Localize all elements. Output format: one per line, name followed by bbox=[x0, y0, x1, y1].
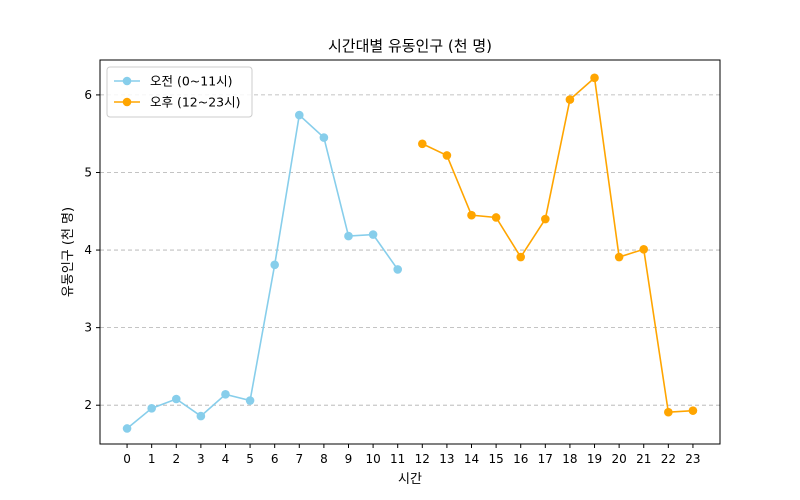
legend-swatch-marker bbox=[122, 97, 132, 107]
x-tick-label: 0 bbox=[123, 452, 131, 466]
chart-title: 시간대별 유동인구 (천 명) bbox=[328, 37, 492, 55]
x-tick-label: 4 bbox=[222, 452, 230, 466]
x-tick-label: 17 bbox=[538, 452, 553, 466]
data-point bbox=[491, 213, 501, 222]
x-axis-label: 시간 bbox=[398, 472, 422, 487]
data-point bbox=[639, 244, 649, 254]
legend-label: 오후 (12~23시) bbox=[150, 95, 241, 110]
x-tick-label: 23 bbox=[685, 452, 700, 466]
x-tick-label: 19 bbox=[587, 452, 602, 466]
data-point bbox=[147, 404, 156, 413]
data-point bbox=[418, 139, 427, 149]
x-tick-label: 22 bbox=[661, 452, 676, 466]
data-point bbox=[664, 407, 673, 417]
x-tick-label: 13 bbox=[439, 452, 454, 466]
data-point bbox=[688, 406, 698, 415]
data-point bbox=[368, 230, 378, 239]
x-tick-label: 15 bbox=[488, 452, 503, 466]
y-tick-label: 6 bbox=[84, 88, 92, 102]
legend-label: 오전 (0~11시) bbox=[150, 74, 233, 89]
data-point bbox=[319, 133, 329, 142]
data-point bbox=[270, 260, 279, 270]
x-tick-label: 7 bbox=[295, 452, 303, 466]
data-point bbox=[221, 390, 230, 399]
data-point bbox=[467, 210, 476, 220]
x-tick-label: 11 bbox=[390, 452, 405, 466]
x-tick-label: 14 bbox=[464, 452, 479, 466]
x-tick-label: 5 bbox=[246, 452, 254, 466]
y-tick-label: 5 bbox=[84, 165, 92, 179]
y-axis-label: 유동인구 (천 명) bbox=[61, 207, 76, 297]
data-point bbox=[442, 151, 452, 160]
x-tick-label: 2 bbox=[172, 452, 180, 466]
x-tick-label: 3 bbox=[197, 452, 205, 466]
legend-box bbox=[106, 66, 253, 118]
x-tick-label: 6 bbox=[271, 452, 279, 466]
series-2 bbox=[418, 73, 698, 417]
x-tick-label: 18 bbox=[562, 452, 577, 466]
y-tick-label: 3 bbox=[84, 321, 92, 335]
x-tick-label: 9 bbox=[345, 452, 353, 466]
x-tick-label: 21 bbox=[636, 452, 651, 466]
legend: 오전 (0~11시) 오후 (12~23시) bbox=[106, 66, 253, 118]
data-point bbox=[565, 95, 575, 104]
data-point bbox=[245, 396, 255, 405]
series-1 bbox=[122, 110, 402, 433]
x-tick-label: 16 bbox=[513, 452, 528, 466]
data-point bbox=[344, 231, 353, 241]
x-tick-label: 1 bbox=[148, 452, 156, 466]
data-point bbox=[516, 252, 526, 262]
x-tick-label: 8 bbox=[320, 452, 328, 466]
data-point bbox=[590, 73, 599, 83]
series-line bbox=[126, 113, 399, 430]
data-point bbox=[196, 411, 206, 421]
x-tick-label: 12 bbox=[415, 452, 430, 466]
x-tick-label: 10 bbox=[365, 452, 380, 466]
data-point bbox=[294, 110, 304, 120]
y-tick-label: 4 bbox=[84, 243, 92, 257]
data-point bbox=[393, 265, 402, 274]
data-point bbox=[171, 394, 181, 404]
y-tick-label: 2 bbox=[84, 398, 92, 412]
series-line bbox=[421, 76, 693, 414]
data-point bbox=[122, 424, 132, 433]
legend-swatch-marker bbox=[122, 76, 132, 86]
x-tick-label: 20 bbox=[611, 452, 626, 466]
data-point bbox=[541, 214, 550, 224]
data-point bbox=[614, 252, 624, 262]
plot-area bbox=[99, 59, 721, 445]
